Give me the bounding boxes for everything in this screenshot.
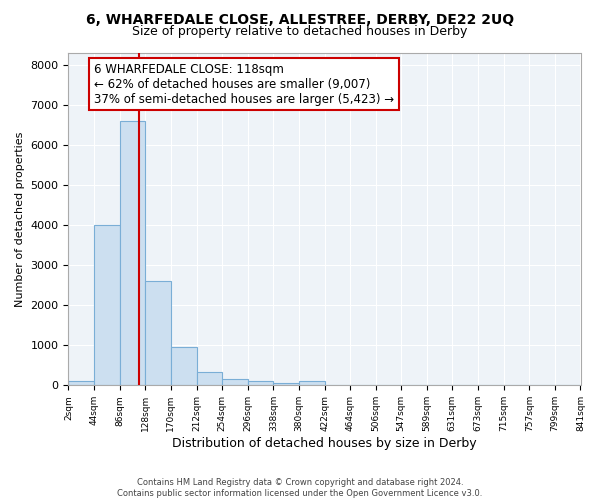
X-axis label: Distribution of detached houses by size in Derby: Distribution of detached houses by size … bbox=[172, 437, 477, 450]
Text: 6, WHARFEDALE CLOSE, ALLESTREE, DERBY, DE22 2UQ: 6, WHARFEDALE CLOSE, ALLESTREE, DERBY, D… bbox=[86, 12, 514, 26]
Y-axis label: Number of detached properties: Number of detached properties bbox=[15, 131, 25, 306]
Bar bbox=[94, 225, 119, 386]
Text: 6 WHARFEDALE CLOSE: 118sqm
← 62% of detached houses are smaller (9,007)
37% of s: 6 WHARFEDALE CLOSE: 118sqm ← 62% of deta… bbox=[94, 62, 394, 106]
Bar bbox=[197, 372, 222, 386]
Bar bbox=[171, 348, 197, 386]
Bar bbox=[119, 120, 145, 386]
Bar bbox=[299, 382, 325, 386]
Bar bbox=[145, 281, 171, 386]
Bar bbox=[274, 384, 299, 386]
Text: Contains HM Land Registry data © Crown copyright and database right 2024.
Contai: Contains HM Land Registry data © Crown c… bbox=[118, 478, 482, 498]
Text: Size of property relative to detached houses in Derby: Size of property relative to detached ho… bbox=[133, 25, 467, 38]
Bar bbox=[68, 382, 94, 386]
Bar bbox=[248, 382, 274, 386]
Bar bbox=[222, 380, 248, 386]
